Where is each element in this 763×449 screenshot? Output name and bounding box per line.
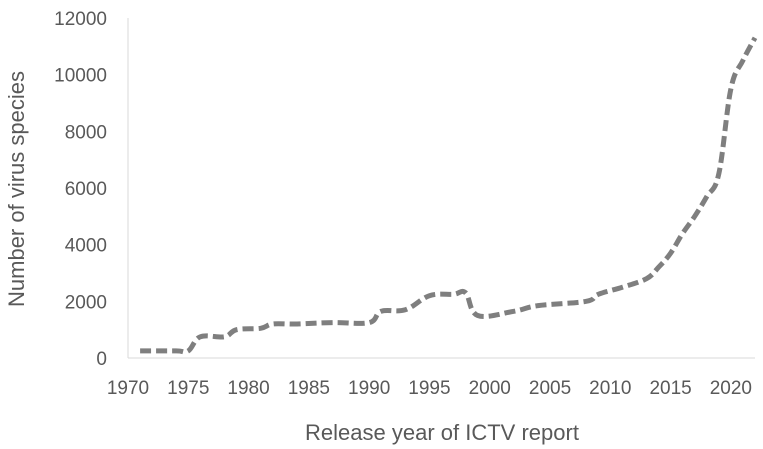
y-tick-label: 10000 xyxy=(54,66,107,87)
y-tick-label: 6000 xyxy=(65,179,107,200)
x-tick-labels: 1970 1975 1980 1985 1990 1995 2000 2005 2010 2015… xyxy=(107,378,752,399)
y-tick-labels: 0 2000 4000 6000 8000 10000 12000 xyxy=(54,9,107,370)
x-tick-label: 1970 xyxy=(107,378,149,399)
y-axis-title: Number of virus species xyxy=(4,71,29,307)
y-tick-label: 8000 xyxy=(65,122,107,143)
y-tick-label: 2000 xyxy=(65,292,107,313)
x-tick-label: 1995 xyxy=(408,378,450,399)
x-axis: 1970 1975 1980 1985 1990 1995 2000 2005 2010 2015… xyxy=(107,357,755,399)
x-tick-label: 2010 xyxy=(589,378,631,399)
x-tick-label: 2020 xyxy=(710,378,752,399)
y-tick-label: 0 xyxy=(96,349,107,370)
series-line xyxy=(140,36,758,355)
x-tick-label: 1985 xyxy=(288,378,330,399)
x-tick-label: 2000 xyxy=(469,378,511,399)
x-tick-label: 1975 xyxy=(167,378,209,399)
x-tick-label: 1980 xyxy=(227,378,269,399)
y-tick-label: 12000 xyxy=(54,9,107,30)
x-tick-label: 2015 xyxy=(649,378,691,399)
y-axis: 0 2000 4000 6000 8000 10000 12000 xyxy=(54,9,129,370)
x-tick-label: 1990 xyxy=(348,378,390,399)
x-axis-title: Release year of ICTV report xyxy=(305,420,579,445)
x-tick-label: 2005 xyxy=(529,378,571,399)
y-tick-label: 4000 xyxy=(65,236,107,257)
series-group xyxy=(140,36,758,355)
